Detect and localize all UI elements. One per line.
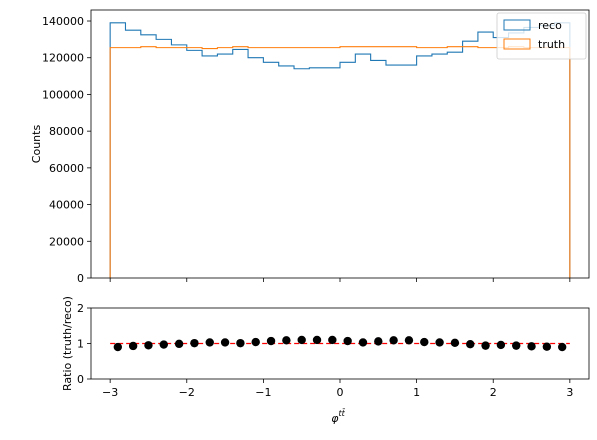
main-y-tick-label: 0 [77,272,84,285]
legend: reco truth [496,12,587,60]
ratio-x-tick-label: 0 [337,386,344,399]
ratio-point [328,335,337,345]
ratio-axes-frame [90,307,590,380]
main-y-tick-label: 40000 [49,199,84,212]
main-y-axis-ticks: 0 20000 40000 60000 80000 100000 120000 140000 [42,15,91,285]
main-axes-frame [90,9,590,279]
ratio-point [174,339,184,349]
ratio-point [450,338,460,347]
ratio-x-tick-label: 1 [413,386,420,399]
ratio-point [297,335,306,345]
ratio-x-tick-label: −1 [255,386,271,399]
ratio-point [190,338,199,348]
ratio-point [128,341,138,351]
ratio-x-tick-label: 3 [566,386,573,399]
ratio-y-tick-label: 0 [77,373,84,386]
ratio-x-tick-label: −2 [179,386,195,399]
ratio-x-axis-ticks: −3 −2 −1 0 1 2 3 [102,379,573,399]
ratio-point [435,338,444,347]
main-x-axis-ticks [109,278,571,282]
ratio-x-tick-label: 2 [490,386,497,399]
ratio-y-tick-label: 2 [77,302,84,315]
ratio-point [374,337,383,346]
ratio-points [113,335,567,352]
ratio-point [512,341,521,350]
x-axis-label-superscript: tt̄ [338,408,345,418]
main-y-tick-label: 60000 [49,162,84,175]
ratio-point [205,338,214,347]
histogram-series-truth [109,46,571,278]
ratio-y-axis-ticks: 0 1 2 [77,302,91,386]
histogram-series-reco [109,22,571,278]
histogram-steps [109,22,571,278]
ratio-point [343,336,352,346]
ratio-point [496,340,506,350]
ratio-point [527,342,536,351]
ratio-point [481,341,490,350]
ratio-panel: 0 1 2 −3 −2 −1 0 1 2 3 Ratio (truth/reco) φtt̄ [61,296,590,425]
legend-label-truth: truth [538,38,565,51]
ratio-point [159,340,168,349]
main-y-tick-label: 20000 [49,235,84,248]
main-histogram-panel: 020000400006000080000100000120000140000 … [30,9,590,285]
ratio-point [266,336,276,346]
legend-box [496,12,587,60]
x-axis-label: φtt̄ [331,408,345,425]
legend-swatch-truth [503,38,531,50]
ratio-point [358,338,368,347]
x-axis-label-base: φ [331,412,339,425]
ratio-point [389,336,398,345]
main-y-tick-label: 120000 [42,52,84,65]
ratio-point [466,340,475,349]
ratio-y-tick-label: 1 [77,338,84,351]
ratio-point [220,338,230,347]
ratio-x-tick-label: −3 [102,386,118,399]
ratio-y-axis-label: Ratio (truth/reco) [61,296,74,391]
ratio-point [542,342,552,351]
ratio-point [251,337,260,347]
ratio-point [113,342,123,352]
ratio-point [282,336,291,345]
main-y-tick-label: 80000 [49,125,84,138]
legend-swatch-reco [503,19,531,31]
legend-label-reco: reco [538,19,562,32]
ratio-point [420,337,429,347]
ratio-point [557,342,567,352]
ratio-point [236,338,245,348]
main-y-tick-label: 100000 [42,88,84,101]
ratio-point [144,341,153,350]
main-y-axis-label: Counts [30,125,43,164]
ratio-point [312,335,322,345]
main-y-tick-label: 140000 [42,15,84,28]
ratio-point [404,336,414,345]
